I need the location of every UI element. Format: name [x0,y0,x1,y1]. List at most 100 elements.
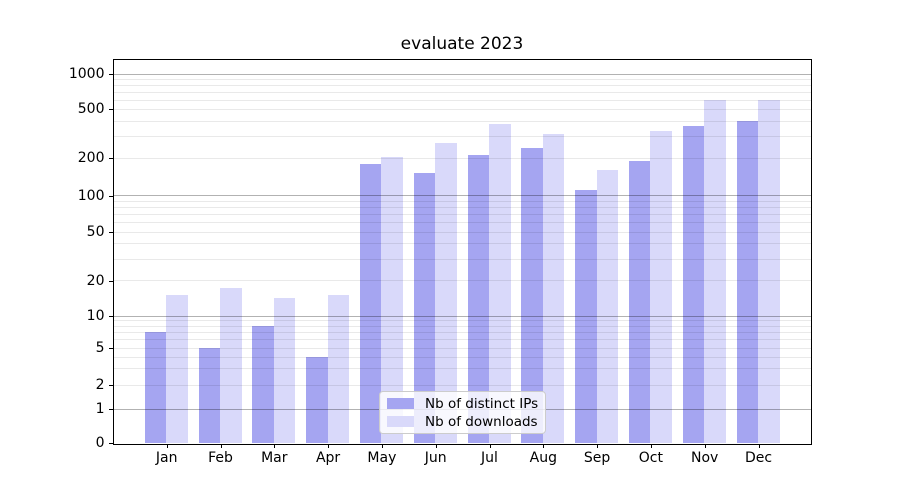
y-tick-label-500: 500 [77,101,105,118]
gridline-7 [114,332,811,334]
x-tick-label-jul: Jul2023 [481,450,498,467]
y-tick-20 [108,280,114,282]
y-tick-500 [108,109,114,111]
gridline-400 [114,120,811,122]
gridline-60 [114,222,811,223]
x-tick-label-aug: Aug2023 [529,450,557,467]
gridline-800 [114,84,811,86]
gridline-30 [114,258,811,260]
x-tick-oct [650,444,652,448]
y-tick-1000 [108,74,114,75]
bar-downloads-jul [489,123,511,443]
bar-downloads-mar [273,298,296,443]
gridline-700 [114,91,811,93]
y-tick-1 [108,409,114,411]
bar-downloads-jun [435,142,457,443]
x-tick-label-sep: Sep2023 [583,450,611,467]
legend-label-downloads: Nb of downloads [425,413,538,430]
x-tick-label-nov: Nov2023 [691,450,719,467]
bar-distinct-ips-feb [198,347,220,443]
gridline-8 [114,325,811,327]
legend-row-downloads: Nb of downloads [387,413,541,430]
gridline-3 [114,368,811,370]
x-tick-aug [543,444,545,448]
x-tick-label-may: May2023 [367,450,397,467]
bar-downloads-aug [542,134,565,443]
y-tick-10 [108,316,114,317]
gridline-900 [114,78,811,80]
x-tick-label-oct: Oct2023 [638,450,663,467]
y-tick-5 [108,348,114,350]
bar-downloads-apr [327,294,350,443]
gridline-5 [114,347,811,349]
bar-downloads-nov [704,99,726,443]
x-tick-jun [435,444,437,448]
legend-swatch-downloads [387,416,414,427]
gridline-10 [114,315,811,317]
gridline-200 [114,157,811,159]
gridline-1000 [114,73,811,75]
x-tick-label-jan: Jan2023 [155,450,178,467]
x-tick-label-feb: Feb2023 [208,450,233,467]
bar-distinct-ips-dec [736,120,758,443]
gridline-300 [114,136,811,138]
x-tick-sep [597,444,599,448]
gridline-20 [114,280,811,281]
y-tick-100 [108,195,114,197]
y-tick-label-20: 20 [86,272,105,289]
gridline-80 [114,206,811,208]
y-tick-label-5: 5 [95,340,105,357]
x-tick-label-mar: Mar2023 [261,450,288,467]
x-tick-label-apr: Apr2023 [315,450,341,467]
gridline-40 [114,243,811,245]
y-tick-50 [108,232,114,233]
bar-downloads-dec [758,100,780,443]
legend-row-distinct-ips: Nb of distinct IPs [387,395,541,412]
x-tick-jul [489,444,491,448]
x-tick-dec [758,444,760,448]
x-tick-label-jun: Jun2023 [424,450,447,467]
bar-downloads-sep [596,169,619,443]
gridline-50 [114,231,811,233]
bar-distinct-ips-mar [252,325,274,443]
y-tick-label-50: 50 [86,224,105,240]
bar-distinct-ips-nov [682,126,705,443]
y-tick-0 [108,443,114,445]
gridline-6 [114,339,811,341]
gridline-500 [114,108,811,110]
y-tick-label-1000: 1000 [68,66,105,82]
gridline-4 [114,356,811,358]
gridline-600 [114,99,811,101]
gridline-9 [114,320,811,322]
plot-area [113,59,812,445]
bar-distinct-ips-apr [306,356,328,443]
y-tick-label-1: 1 [95,401,105,418]
gridline-2 [114,384,811,386]
bar-distinct-ips-sep [575,190,597,443]
bar-downloads-feb [220,288,242,443]
x-tick-label-dec: Dec2023 [744,450,773,467]
y-tick-label-200: 200 [77,150,105,167]
legend-swatch-distinct-ips [387,398,414,409]
x-tick-apr [328,444,330,448]
gridline-70 [114,213,811,215]
gridline-90 [114,200,811,202]
y-tick-2 [108,385,114,386]
y-tick-label-10: 10 [86,308,105,324]
y-tick-label-100: 100 [77,187,105,204]
legend: Nb of distinct IPs Nb of downloads [379,391,546,434]
legend-label-distinct-ips: Nb of distinct IPs [425,395,539,412]
bar-distinct-ips-oct [628,160,651,443]
bar-distinct-ips-jan [144,332,167,443]
x-tick-jan [166,444,168,448]
gridline-100 [114,195,811,197]
x-tick-nov [704,444,706,448]
bar-downloads-oct [650,131,672,443]
bar-distinct-ips-jun [413,173,436,443]
bar-distinct-ips-may [359,163,382,443]
x-tick-mar [274,444,276,448]
x-tick-may [381,444,383,448]
y-tick-label-2: 2 [95,377,105,393]
bar-distinct-ips-aug [521,148,543,443]
